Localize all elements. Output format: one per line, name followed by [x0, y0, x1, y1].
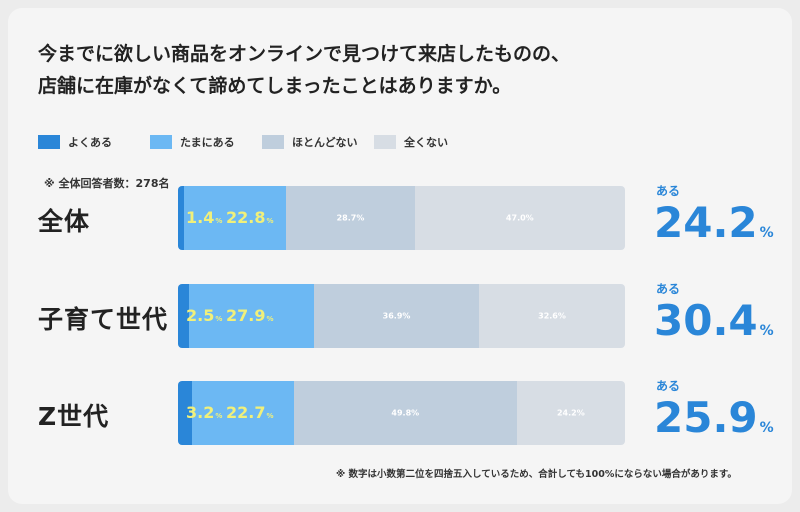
data-label: 22.7%: [226, 403, 274, 422]
aru-label: ある: [656, 282, 681, 296]
aru-label: ある: [656, 184, 681, 198]
bar-segment: 32.6%: [479, 284, 625, 348]
chart-title: 今までに欲しい商品をオンラインで見つけて来店したものの、 店舗に在庫がなくて諦め…: [38, 38, 738, 102]
data-label: 28.7%: [336, 213, 365, 223]
data-label-unit: %: [215, 412, 223, 420]
legend-item-mattaku-nai: 全くない: [374, 134, 486, 150]
data-label: 47.0%: [505, 213, 534, 223]
aru-total-value: 24.2%: [654, 202, 774, 244]
data-label-unit: %: [215, 315, 223, 323]
title-line-1: 今までに欲しい商品をオンラインで見つけて来店したものの、: [38, 43, 571, 65]
legend-label: たまにある: [180, 136, 235, 149]
data-label-value: 1.4: [186, 208, 215, 227]
category-label: Z世代: [38, 402, 110, 431]
stacked-bar: 36.9% 32.6% 2.5% 27.9%: [178, 284, 625, 348]
stacked-bar: 49.8% 24.2% 3.2% 22.7%: [178, 381, 625, 445]
data-label: 27.9%: [226, 306, 274, 325]
legend-label: よくある: [68, 136, 112, 149]
aru-total-value: 25.9%: [654, 397, 774, 439]
title-line-2: 店舗に在庫がなくて諦めてしまったことはありますか。: [38, 75, 512, 97]
bar-segment: 49.8%: [293, 381, 517, 445]
legend-swatch: [38, 135, 60, 149]
aru-label: ある: [656, 379, 681, 393]
data-label: 49.8%: [391, 408, 420, 418]
data-label-value: 22.7: [226, 403, 266, 422]
bar-segment: 36.9%: [314, 284, 480, 348]
legend-swatch: [150, 135, 172, 149]
data-label: 22.8%: [226, 208, 274, 227]
sample-size-note: ※ 全体回答者数：278名: [44, 177, 170, 190]
data-label: 3.2%: [186, 403, 222, 422]
data-label-unit: %: [266, 217, 274, 225]
legend-swatch: [262, 135, 284, 149]
footnote: ※ 数字は小数第二位を四捨五入しているため、合計しても100%にならない場合があ…: [336, 469, 737, 480]
bar-segment: [178, 381, 193, 445]
aru-total-value: 30.4%: [654, 300, 774, 342]
aru-total-unit: %: [759, 225, 774, 241]
bar-segment: [189, 284, 314, 348]
legend: よくある たまにある ほとんどない 全くない: [38, 134, 486, 150]
aru-total-number: 30.4: [654, 296, 758, 345]
bar-segment: [192, 381, 294, 445]
legend-label: ほとんどない: [292, 136, 358, 149]
data-label-value: 2.5: [186, 306, 215, 325]
data-label: 36.9%: [382, 311, 411, 321]
data-label: 32.6%: [538, 311, 566, 321]
legend-item-tama-ni-aru: たまにある: [150, 134, 262, 150]
bar-segment: 28.7%: [286, 186, 415, 250]
data-label: 1.4%: [186, 208, 222, 227]
bar-segment: 24.2%: [516, 381, 625, 445]
bar-segment: [184, 186, 287, 250]
legend-item-hotondo-nai: ほとんどない: [262, 134, 374, 150]
data-label-value: 3.2: [186, 403, 215, 422]
stacked-bar: 28.7% 47.0% 1.4% 22.8%: [178, 186, 625, 250]
bar-segment: 47.0%: [414, 186, 625, 250]
bar-segment: [178, 284, 190, 348]
chart-card: 今までに欲しい商品をオンラインで見つけて来店したものの、 店舗に在庫がなくて諦め…: [8, 8, 792, 504]
legend-item-yoku-aru: よくある: [38, 134, 150, 150]
aru-total-unit: %: [759, 420, 774, 436]
data-label-value: 27.9: [226, 306, 266, 325]
data-label: 24.2%: [556, 408, 585, 418]
data-label-unit: %: [215, 217, 223, 225]
aru-total-number: 25.9: [654, 393, 758, 442]
aru-total-unit: %: [759, 323, 774, 339]
bar-segment: [178, 186, 185, 250]
data-label-value: 22.8: [226, 208, 266, 227]
data-label-unit: %: [266, 412, 274, 420]
legend-swatch: [374, 135, 396, 149]
data-label: 2.5%: [186, 306, 222, 325]
aru-total-number: 24.2: [654, 198, 758, 247]
category-label: 子育て世代: [38, 305, 169, 334]
category-label: 全体: [38, 207, 91, 236]
legend-label: 全くない: [404, 136, 448, 149]
data-label-unit: %: [266, 315, 274, 323]
